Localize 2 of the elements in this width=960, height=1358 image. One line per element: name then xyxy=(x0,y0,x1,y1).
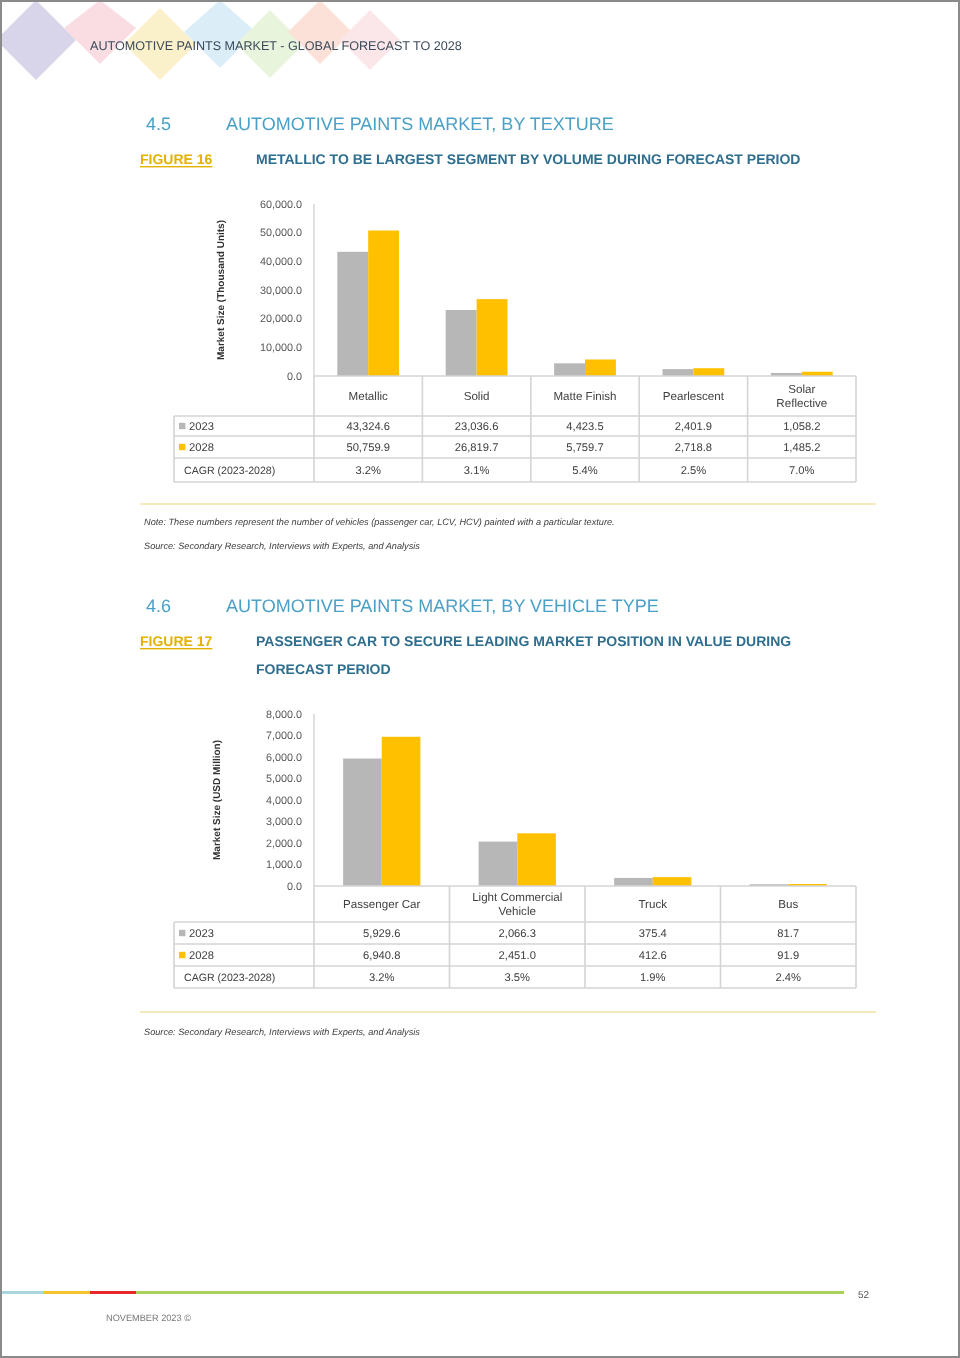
chart-title: 4.6 AUTOMOTIVE PAINTS MARKET, BY VEHICLE TYPE xyxy=(146,596,659,616)
chart-title: 4.5 AUTOMOTIVE PAINTS MARKET, BY TEXTURE xyxy=(146,114,614,134)
